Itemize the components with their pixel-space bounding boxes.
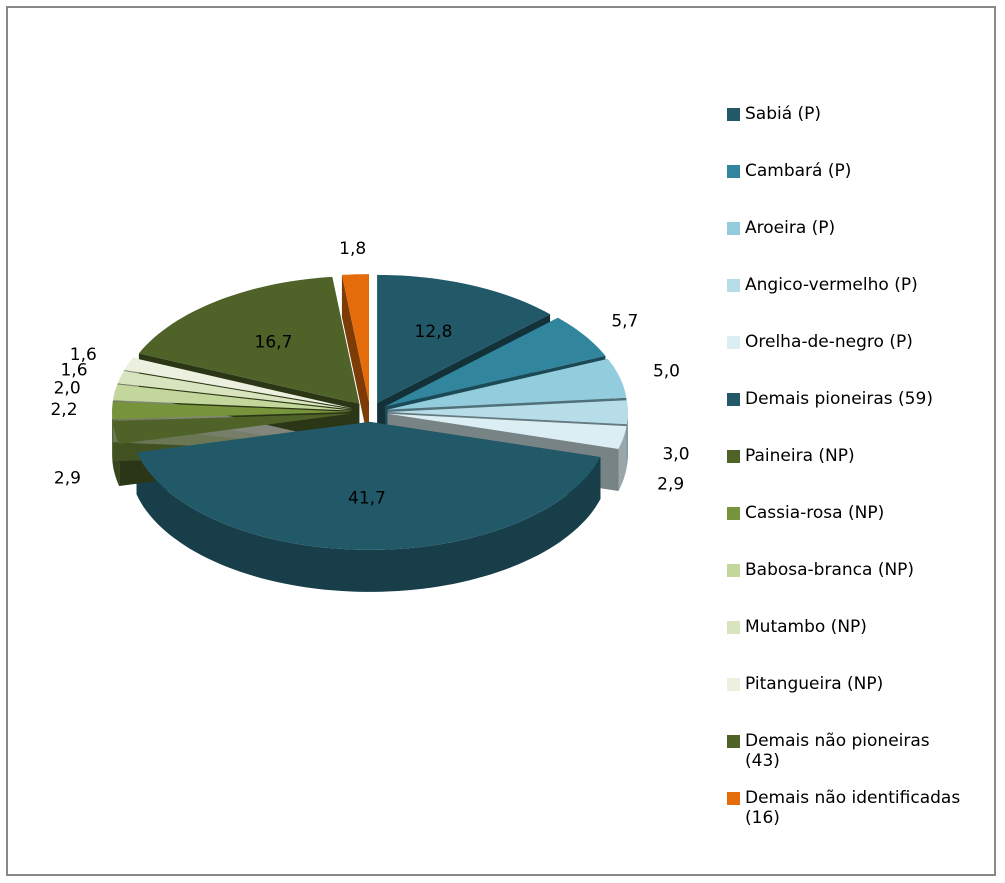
legend-swatch xyxy=(727,735,740,748)
data-label: 16,7 xyxy=(255,332,293,352)
legend-label: Pitangueira (NP) xyxy=(745,674,884,694)
data-label: 1,6 xyxy=(60,361,87,381)
legend-item: Mutambo (NP) xyxy=(727,617,967,674)
data-label: 5,7 xyxy=(611,312,638,332)
legend-label: Demais não identificadas (16) xyxy=(745,788,961,828)
slice xyxy=(112,413,353,444)
legend-swatch xyxy=(727,564,740,577)
data-label: 2,2 xyxy=(50,400,77,420)
legend-swatch xyxy=(727,678,740,691)
legend-label: Orelha-de-negro (P) xyxy=(745,332,913,352)
slice xyxy=(112,401,352,420)
legend-item: Babosa-branca (NP) xyxy=(727,560,967,617)
legend-label: Babosa-branca (NP) xyxy=(745,560,915,580)
slice xyxy=(387,358,627,410)
legend-swatch xyxy=(727,450,740,463)
legend-label: Angico-vermelho (P) xyxy=(745,275,918,295)
slice xyxy=(124,357,354,409)
legend-swatch xyxy=(727,336,740,349)
legend: Sabiá (P) Cambará (P) Aroeira (P) Angico-ve… xyxy=(727,104,967,845)
legend-item: Cassia-rosa (NP) xyxy=(727,503,967,560)
legend-label: Demais pioneiras (59) xyxy=(745,389,933,409)
slice xyxy=(341,274,369,403)
slice xyxy=(387,413,627,449)
legend-label: Aroeira (P) xyxy=(745,218,836,238)
legend-label: Cambará (P) xyxy=(745,161,852,181)
data-label: 1,8 xyxy=(339,239,366,259)
legend-item: Cambará (P) xyxy=(727,161,967,218)
slice xyxy=(385,317,606,407)
slice-side xyxy=(136,452,601,592)
slice-side xyxy=(341,274,369,445)
slice xyxy=(113,384,353,411)
data-label: 2,0 xyxy=(54,379,81,399)
legend-swatch xyxy=(727,279,740,292)
slice xyxy=(117,370,353,410)
legend-swatch xyxy=(727,621,740,634)
legend-label: Paineira (NP) xyxy=(745,446,855,466)
legend-label: Sabiá (P) xyxy=(745,104,822,124)
slice-side xyxy=(618,426,627,491)
data-label: 41,7 xyxy=(348,489,386,509)
legend-swatch xyxy=(727,507,740,520)
slice xyxy=(377,274,551,403)
data-label: 1,6 xyxy=(70,345,97,365)
legend-item: Sabiá (P) xyxy=(727,104,967,161)
data-label: 12,8 xyxy=(415,322,453,342)
slice xyxy=(138,276,360,404)
legend-swatch xyxy=(727,792,740,805)
legend-swatch xyxy=(727,393,740,406)
legend-item: Demais não identificadas (16) xyxy=(727,788,967,845)
legend-label: Cassia-rosa (NP) xyxy=(745,503,885,523)
data-label: 2,9 xyxy=(657,474,684,494)
slice xyxy=(388,400,628,425)
slice-side xyxy=(626,412,628,467)
legend-item: Paineira (NP) xyxy=(727,446,967,503)
legend-item: Demais pioneiras (59) xyxy=(727,389,967,446)
legend-label: Demais não pioneiras (43) xyxy=(745,731,930,771)
legend-swatch xyxy=(727,165,740,178)
legend-item: Pitangueira (NP) xyxy=(727,674,967,731)
legend-label: Mutambo (NP) xyxy=(745,617,867,637)
legend-item: Demais não pioneiras (43) xyxy=(727,731,967,788)
data-label: 5,0 xyxy=(653,362,680,382)
legend-item: Angico-vermelho (P) xyxy=(727,275,967,332)
legend-item: Orelha-de-negro (P) xyxy=(727,332,967,389)
data-label: 2,9 xyxy=(54,468,81,488)
data-label: 3,0 xyxy=(662,444,689,464)
legend-swatch xyxy=(727,108,740,121)
slice xyxy=(136,421,601,550)
legend-swatch xyxy=(727,222,740,235)
chart-frame xyxy=(6,6,996,876)
legend-item: Aroeira (P) xyxy=(727,218,967,275)
